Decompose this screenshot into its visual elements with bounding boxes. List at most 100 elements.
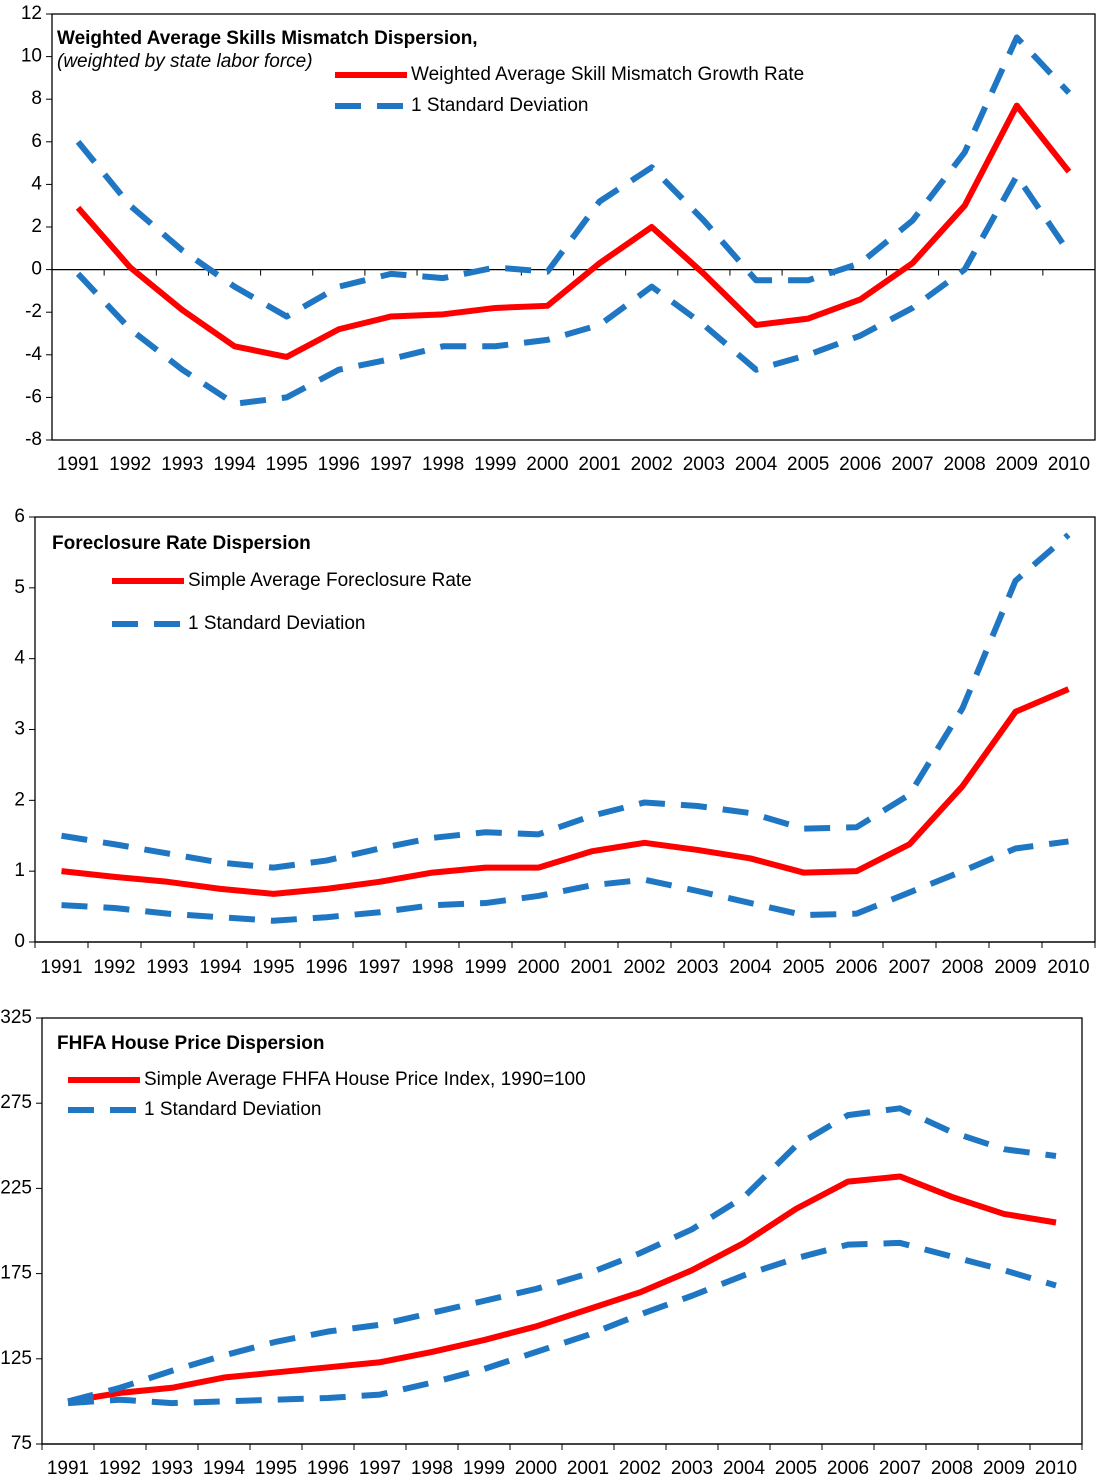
- x-tick-label: 1995: [252, 957, 294, 978]
- chart-subtitle: (weighted by state labor force): [57, 51, 313, 72]
- x-tick-label: 2004: [735, 454, 778, 475]
- x-tick-label: 2006: [835, 957, 877, 978]
- chart-title: Foreclosure Rate Dispersion: [52, 533, 311, 554]
- x-tick-label: 2006: [839, 454, 881, 475]
- y-tick-label: 4: [14, 648, 25, 669]
- x-tick-label: 2010: [1035, 1458, 1077, 1479]
- x-tick-label: 2005: [787, 454, 829, 475]
- x-tick-label: 2005: [775, 1458, 817, 1479]
- x-tick-label: 2003: [671, 1458, 713, 1479]
- series-line: [67, 1239, 1057, 1407]
- x-tick-label: 2000: [515, 1458, 557, 1479]
- y-tick-label: -2: [25, 301, 42, 322]
- y-tick-label: 1: [14, 860, 25, 881]
- x-tick-label: 2008: [941, 957, 983, 978]
- y-tick-label: -6: [25, 386, 42, 407]
- x-tick-label: 1997: [358, 957, 400, 978]
- x-tick-label: 1994: [213, 454, 256, 475]
- chart-title: FHFA House Price Dispersion: [57, 1033, 324, 1054]
- legend-label: 1 Standard Deviation: [411, 95, 588, 116]
- x-tick-label: 2007: [891, 454, 933, 475]
- x-tick-label: 1997: [359, 1458, 401, 1479]
- x-tick-label: 2009: [983, 1458, 1025, 1479]
- x-tick-label: 2000: [517, 957, 559, 978]
- x-tick-label: 2010: [1048, 454, 1090, 475]
- y-tick-label: 275: [0, 1092, 32, 1113]
- x-tick-label: 1998: [422, 454, 464, 475]
- x-tick-label: 1996: [318, 454, 360, 475]
- x-tick-label: 1998: [411, 1458, 453, 1479]
- x-tick-label: 1991: [47, 1458, 89, 1479]
- x-tick-label: 1993: [146, 957, 188, 978]
- x-tick-label: 2007: [888, 957, 930, 978]
- x-tick-label: 2004: [729, 957, 772, 978]
- x-tick-label: 2003: [676, 957, 718, 978]
- legend-label: Weighted Average Skill Mismatch Growth R…: [411, 64, 804, 85]
- x-tick-label: 1992: [93, 957, 135, 978]
- x-tick-label: 1996: [305, 957, 347, 978]
- x-tick-label: 2001: [567, 1458, 609, 1479]
- x-tick-label: 2006: [827, 1458, 869, 1479]
- y-tick-label: 225: [0, 1177, 32, 1198]
- x-tick-label: 1994: [199, 957, 242, 978]
- x-tick-label: 2001: [578, 454, 620, 475]
- y-tick-label: 12: [21, 3, 42, 24]
- series-line: [75, 102, 1072, 360]
- legend-label: 1 Standard Deviation: [144, 1099, 321, 1120]
- x-tick-label: 2008: [931, 1458, 973, 1479]
- y-tick-label: 8: [31, 88, 42, 109]
- legend-label: Simple Average Foreclosure Rate: [188, 570, 472, 591]
- x-tick-label: 1992: [109, 454, 151, 475]
- x-tick-label: 2005: [782, 957, 824, 978]
- y-tick-label: 0: [31, 259, 42, 280]
- x-tick-label: 1993: [161, 454, 203, 475]
- y-tick-label: 4: [31, 173, 42, 194]
- y-tick-label: 2: [14, 789, 25, 810]
- x-tick-label: 1992: [99, 1458, 141, 1479]
- y-tick-label: 3: [14, 719, 25, 740]
- y-tick-label: 6: [31, 131, 42, 152]
- x-tick-label: 2002: [623, 957, 665, 978]
- series-line: [75, 34, 1072, 320]
- x-tick-label: 1998: [411, 957, 453, 978]
- y-tick-label: 325: [0, 1007, 32, 1028]
- series-line: [61, 686, 1070, 897]
- x-tick-label: 1995: [255, 1458, 297, 1479]
- y-tick-label: 5: [14, 577, 25, 598]
- x-tick-label: 2000: [526, 454, 568, 475]
- x-tick-label: 2007: [879, 1458, 921, 1479]
- legend-label: 1 Standard Deviation: [188, 613, 365, 634]
- series-line: [61, 838, 1069, 924]
- x-tick-label: 2009: [994, 957, 1036, 978]
- y-tick-label: 125: [0, 1348, 32, 1369]
- x-tick-label: 1997: [370, 454, 412, 475]
- series-line: [61, 532, 1071, 871]
- x-tick-label: 1999: [463, 1458, 505, 1479]
- x-tick-label: 1993: [151, 1458, 193, 1479]
- x-tick-label: 2002: [631, 454, 673, 475]
- legend-label: Simple Average FHFA House Price Index, 1…: [144, 1069, 586, 1090]
- y-tick-label: 175: [0, 1263, 32, 1284]
- x-tick-label: 2002: [619, 1458, 661, 1479]
- x-tick-label: 2010: [1047, 957, 1089, 978]
- y-tick-label: 0: [14, 931, 25, 952]
- x-tick-label: 1994: [203, 1458, 246, 1479]
- x-tick-label: 2009: [996, 454, 1038, 475]
- x-tick-label: 1991: [57, 454, 99, 475]
- x-tick-label: 1996: [307, 1458, 349, 1479]
- x-tick-label: 1999: [464, 957, 506, 978]
- y-tick-label: -8: [25, 429, 42, 450]
- x-tick-label: 1999: [474, 454, 516, 475]
- chart-title: Weighted Average Skills Mismatch Dispers…: [57, 28, 478, 49]
- x-tick-label: 2003: [683, 454, 725, 475]
- x-tick-label: 2008: [943, 454, 985, 475]
- y-tick-label: 2: [31, 216, 42, 237]
- x-tick-label: 2001: [570, 957, 612, 978]
- x-tick-label: 2004: [723, 1458, 766, 1479]
- y-tick-label: 6: [14, 506, 25, 527]
- series-line: [75, 172, 1072, 407]
- y-tick-label: 75: [11, 1433, 32, 1454]
- series-line: [67, 1173, 1057, 1405]
- y-tick-label: 10: [21, 46, 42, 67]
